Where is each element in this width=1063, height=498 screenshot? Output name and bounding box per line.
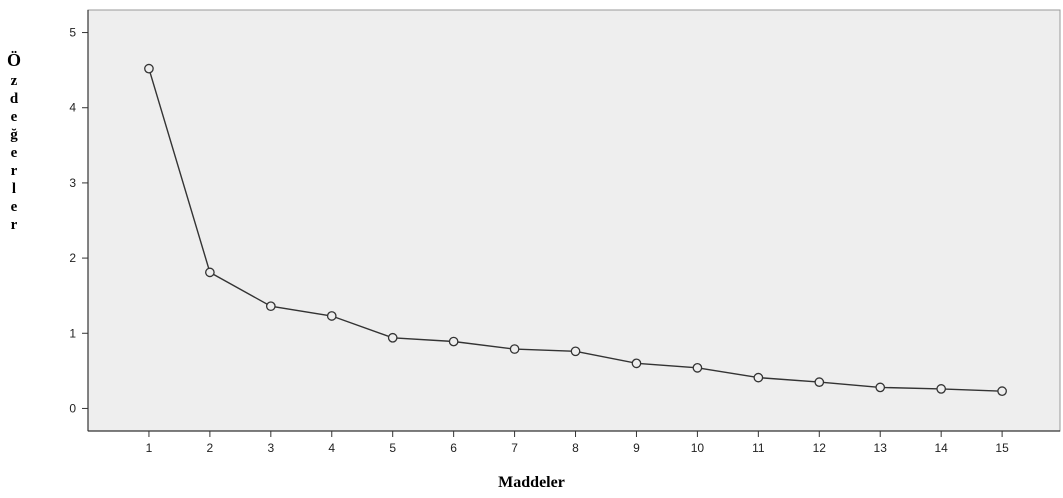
y-tick-label: 0 bbox=[69, 401, 76, 415]
x-tick-label: 13 bbox=[874, 441, 888, 455]
x-axis-label: Maddeler bbox=[0, 474, 1063, 492]
x-tick-label: 6 bbox=[450, 441, 457, 455]
y-axis-label-char: e bbox=[11, 198, 18, 216]
x-tick-label: 2 bbox=[207, 441, 214, 455]
data-point bbox=[267, 302, 275, 310]
data-point bbox=[815, 378, 823, 386]
data-point bbox=[876, 383, 884, 391]
y-tick-label: 3 bbox=[69, 176, 76, 190]
y-axis-label-char: l bbox=[12, 180, 16, 198]
data-point bbox=[754, 373, 762, 381]
y-axis-label-char: r bbox=[11, 162, 18, 180]
x-tick-label: 11 bbox=[752, 441, 765, 455]
data-point bbox=[693, 364, 701, 372]
plot-area bbox=[88, 10, 1060, 431]
data-point bbox=[389, 334, 397, 342]
x-tick-label: 1 bbox=[146, 441, 153, 455]
data-point bbox=[145, 64, 153, 72]
y-tick-label: 4 bbox=[69, 101, 76, 115]
data-point bbox=[206, 268, 214, 276]
y-axis-label-char: d bbox=[10, 90, 18, 108]
x-tick-label: 15 bbox=[995, 441, 1009, 455]
y-axis-label-char: ğ bbox=[10, 126, 18, 144]
data-point bbox=[510, 345, 518, 353]
y-tick-label: 2 bbox=[69, 251, 76, 265]
y-axis-label-char: z bbox=[11, 72, 18, 90]
y-axis-label-char: r bbox=[11, 216, 18, 234]
y-axis-label-char: e bbox=[11, 144, 18, 162]
data-point bbox=[571, 347, 579, 355]
data-point bbox=[328, 312, 336, 320]
data-point bbox=[937, 385, 945, 393]
x-tick-label: 8 bbox=[572, 441, 579, 455]
x-tick-label: 14 bbox=[934, 441, 948, 455]
x-tick-label: 5 bbox=[389, 441, 396, 455]
x-tick-label: 7 bbox=[511, 441, 518, 455]
x-tick-label: 4 bbox=[328, 441, 335, 455]
y-tick-label: 5 bbox=[69, 26, 76, 40]
y-tick-label: 1 bbox=[69, 326, 76, 340]
x-tick-label: 9 bbox=[633, 441, 640, 455]
y-axis-label-char: e bbox=[11, 108, 18, 126]
y-axis-label-char: Ö bbox=[7, 48, 21, 72]
data-point bbox=[998, 387, 1006, 395]
x-tick-label: 10 bbox=[691, 441, 705, 455]
data-point bbox=[449, 337, 457, 345]
x-tick-label: 12 bbox=[813, 441, 827, 455]
x-tick-label: 3 bbox=[267, 441, 274, 455]
data-point bbox=[632, 359, 640, 367]
